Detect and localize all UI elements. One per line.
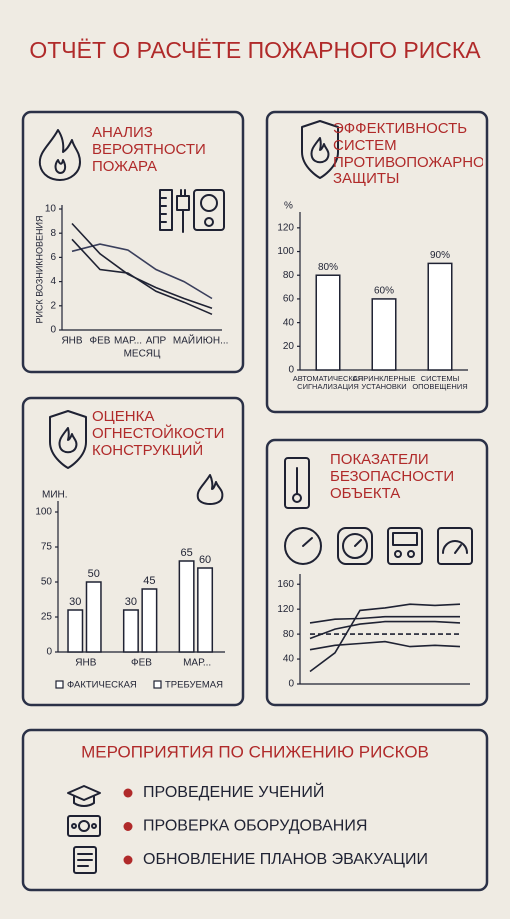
chart-title: ЭФФЕКТИВНОСТЬ СИСТЕМ ПРОТИВОПОЖАРНОЙ ЗАЩ… — [333, 121, 483, 188]
legend-swatch — [153, 680, 162, 689]
x-tick-label: ЯНВ — [75, 658, 96, 669]
x-tick-label: АПР — [146, 336, 167, 347]
measure-item: ПРОВЕДЕНИЕ УЧЕНИЙ — [143, 782, 324, 801]
y-tick-label: 100 — [277, 246, 294, 257]
y-tick-label: 0 — [288, 679, 294, 690]
bullet — [123, 788, 133, 798]
value-label: 90% — [430, 250, 450, 261]
y-unit-label: % — [284, 201, 293, 212]
gauges-icon — [284, 457, 473, 565]
measure-item: ОБНОВЛЕНИЕ ПЛАНОВ ЭВАКУАЦИИ — [143, 851, 428, 868]
bar — [371, 298, 397, 371]
y-tick-label: 100 — [35, 507, 52, 518]
bullet — [123, 855, 133, 865]
value-label: 30 — [69, 596, 81, 608]
y-tick-label: 6 — [50, 252, 56, 263]
bar — [141, 588, 158, 653]
data-line — [71, 243, 213, 300]
bar — [315, 274, 341, 371]
bar — [427, 262, 453, 371]
flame-icon — [38, 129, 81, 181]
y-tick-label: 0 — [46, 647, 52, 658]
x-tick-label: МАР... — [114, 336, 142, 347]
x-tick-label-box: СПРИНКЛЕРНЫЕ УСТАНОВКИ — [352, 375, 416, 392]
x-tick-label: ФЕВ — [131, 658, 152, 669]
bar — [197, 567, 214, 653]
chart-title: ОЦЕНКА ОГНЕСТОЙКОСТИ КОНСТРУКЦИЙ — [92, 409, 225, 459]
x-tick-label-box: АВТОМАТИЧЕСКАЯ СИГНАЛИЗАЦИЯ — [292, 375, 364, 392]
data-line — [309, 615, 460, 624]
y-tick-label: 20 — [283, 341, 295, 352]
y-axis-label: РИСК ВОЗНИКНОВЕНИЯ — [34, 215, 44, 323]
y-tick-label: 160 — [277, 579, 294, 590]
y-tick-label: 40 — [283, 317, 295, 328]
panel — [21, 110, 245, 374]
legend-swatch — [55, 680, 64, 689]
value-label: 30 — [125, 596, 137, 608]
value-label: 45 — [143, 575, 155, 587]
bar — [122, 609, 139, 653]
legend-label: ФАКТИЧЕСКАЯ — [67, 680, 137, 691]
x-tick-label: МАР... — [183, 658, 211, 669]
x-tick-label: АВТОМАТИЧЕСКАЯ СИГНАЛИЗАЦИЯ — [292, 375, 364, 392]
y-tick-label: 4 — [50, 276, 56, 287]
tools-icon — [159, 189, 225, 233]
page-title: ОТЧЁТ О РАСЧЁТЕ ПОЖАРНОГО РИСКА — [29, 37, 481, 63]
y-tick-label: 80 — [283, 629, 295, 640]
chart-title: ПОКАЗАТЕЛИ БЕЗОПАСНОСТИ ОБЪЕКТА — [330, 452, 455, 502]
legend-label: ТРЕБУЕМАЯ — [165, 680, 223, 691]
bar — [178, 560, 195, 653]
y-tick-label: 40 — [283, 654, 295, 665]
x-tick-label: СИСТЕМЫ ОПОВЕЩЕНИЯ — [412, 375, 468, 392]
x-tick-label-box: СИСТЕМЫ ОПОВЕЩЕНИЯ — [412, 375, 468, 392]
y-tick-label: 2 — [50, 300, 56, 311]
value-label: 65 — [180, 547, 192, 559]
x-axis-label: МЕСЯЦ — [124, 349, 161, 360]
panel — [265, 438, 489, 707]
y-tick-label: 25 — [41, 612, 53, 623]
data-line — [71, 238, 213, 316]
data-line — [71, 222, 213, 309]
panel — [21, 728, 489, 892]
y-unit-label: МИН. — [42, 490, 68, 501]
shield-icon — [301, 120, 339, 179]
value-label: 60% — [374, 286, 394, 297]
x-tick-label: МАЙ — [173, 334, 195, 347]
flame-icon — [196, 474, 224, 505]
y-tick-label: 60 — [283, 294, 295, 305]
y-tick-label: 120 — [277, 604, 294, 615]
data-line — [309, 620, 461, 640]
shield-icon — [49, 410, 87, 469]
y-tick-label: 0 — [288, 365, 294, 376]
x-tick-label: СПРИНКЛЕРНЫЕ УСТАНОВКИ — [352, 375, 416, 392]
measure-item: ПРОВЕРКА ОБОРУДОВАНИЯ — [143, 818, 367, 835]
chart-title-box: АНАЛИЗ ВЕРОЯТНОСТИ ПОЖАРА — [92, 125, 206, 175]
y-tick-label: 50 — [41, 577, 53, 588]
y-tick-label: 75 — [41, 542, 53, 553]
measure-icons — [67, 785, 101, 874]
y-tick-label: 8 — [50, 228, 56, 239]
value-label: 60 — [199, 554, 211, 566]
y-tick-label: 120 — [277, 222, 294, 233]
x-tick-label: ФЕВ — [90, 336, 111, 347]
bar — [67, 609, 84, 653]
y-tick-label: 10 — [45, 204, 57, 215]
data-line — [309, 603, 461, 673]
value-label: 50 — [88, 568, 100, 580]
data-line — [309, 640, 461, 651]
y-tick-label: 80 — [283, 270, 295, 281]
value-label: 80% — [318, 262, 338, 273]
measures-title: МЕРОПРИЯТИЯ ПО СНИЖЕНИЮ РИСКОВ — [81, 742, 429, 761]
chart-title-box: ЭФФЕКТИВНОСТЬ СИСТЕМ ПРОТИВОПОЖАРНОЙ ЗАЩ… — [333, 121, 483, 188]
y-tick-label: 0 — [50, 325, 56, 336]
chart-title-box: ПОКАЗАТЕЛИ БЕЗОПАСНОСТИ ОБЪЕКТА — [330, 452, 455, 502]
bar — [85, 581, 102, 653]
x-tick-label: ИЮН... — [196, 336, 229, 347]
chart-title-box: ОЦЕНКА ОГНЕСТОЙКОСТИ КОНСТРУКЦИЙ — [92, 409, 225, 459]
bullet — [123, 822, 133, 831]
x-tick-label: ЯНВ — [61, 336, 82, 347]
chart-title: АНАЛИЗ ВЕРОЯТНОСТИ ПОЖАРА — [92, 125, 206, 175]
